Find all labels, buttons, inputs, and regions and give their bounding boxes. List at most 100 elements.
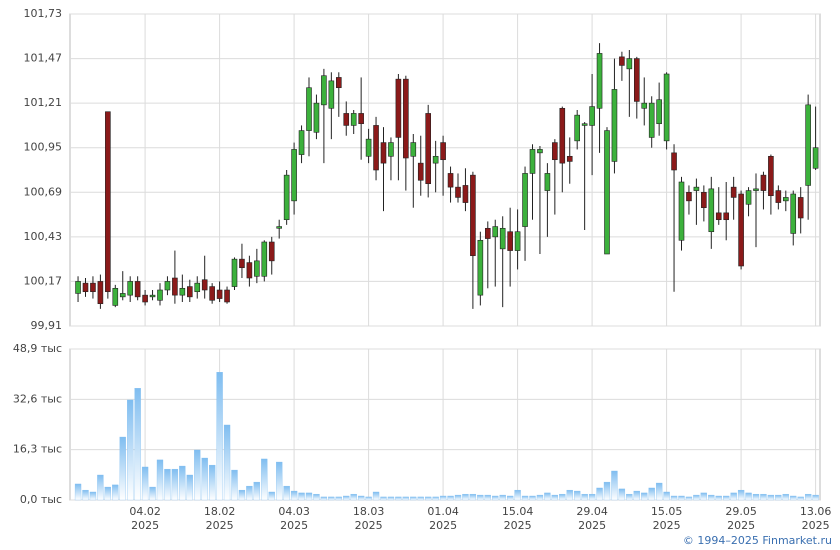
x-tick-year: 2025 (653, 519, 681, 532)
volume-bar (655, 482, 663, 501)
volume-bar (343, 495, 350, 501)
volume-bar (194, 449, 201, 501)
volume-bar (484, 494, 491, 501)
volume-bar (335, 496, 342, 501)
x-tick-year: 2025 (727, 519, 755, 532)
candle-body (365, 138, 372, 157)
marks-layer (74, 43, 819, 501)
volume-bar (216, 372, 223, 501)
volume-bar (357, 495, 365, 501)
volume-bar (685, 496, 693, 501)
candle-body (142, 294, 148, 303)
volume-bar (574, 490, 581, 501)
candle-body (224, 289, 230, 303)
candle-body (149, 294, 156, 298)
volume-bar (253, 481, 260, 501)
volume-bar (156, 459, 164, 501)
volume-bar (276, 461, 283, 501)
x-tick-year: 2025 (802, 519, 830, 532)
candle-body (127, 281, 133, 296)
candle-body (410, 142, 417, 157)
candle-body (581, 123, 588, 126)
candle-body (403, 78, 409, 159)
candle-body (484, 227, 491, 239)
volume-bar (737, 489, 745, 501)
candle-body (596, 53, 603, 109)
y-tick-label: 0,0 тыс (20, 493, 62, 506)
volume-bar (305, 492, 313, 501)
candle-body (470, 174, 476, 257)
candle-body (529, 149, 536, 174)
volume-bar (82, 489, 89, 501)
volume-bar (641, 492, 648, 501)
volume-bar (708, 494, 715, 501)
volume-bar (767, 494, 775, 501)
candle-body (164, 281, 171, 291)
volume-bar (290, 490, 298, 501)
candle-body (723, 212, 729, 221)
volume-bar (715, 495, 722, 501)
candle-body (574, 114, 580, 142)
candle-body (313, 102, 320, 133)
volume-bar (89, 491, 97, 501)
candle-body (745, 190, 752, 205)
volume-bar (134, 388, 141, 501)
x-tick-label: 04.02 (129, 505, 161, 518)
candle-body (633, 58, 640, 102)
volume-bar (208, 464, 216, 501)
x-tick-label: 29.05 (725, 505, 757, 518)
volume-bar (536, 494, 544, 501)
candle-body (522, 173, 528, 227)
y-tick-label: 100,17 (24, 274, 63, 287)
volume-bar (566, 489, 573, 501)
volume-bar (730, 492, 737, 501)
x-tick-year: 2025 (429, 519, 457, 532)
candle-body (648, 102, 655, 138)
x-tick-label: 01.04 (427, 505, 459, 518)
candle-body (641, 102, 648, 109)
candle-body (455, 186, 461, 198)
x-tick-label: 04.03 (278, 505, 310, 518)
candle-body (134, 281, 141, 298)
y-tick-label: 100,69 (24, 185, 63, 198)
volume-bar (127, 399, 134, 501)
volume-bar (350, 493, 357, 501)
volume-bar (529, 495, 536, 501)
candle-body (805, 104, 811, 186)
candle-body (358, 113, 364, 125)
footer-credit[interactable]: © 1994–2025 Finmarket.ru (683, 534, 832, 547)
volume-bar (499, 494, 506, 501)
candle-body (328, 80, 335, 109)
candle-body (82, 282, 89, 293)
candle-body (797, 197, 804, 219)
volume-bar (797, 496, 804, 501)
volume-bar (328, 496, 335, 501)
candle-body (395, 78, 402, 138)
candle-body (589, 106, 595, 126)
volume-bar (231, 469, 238, 501)
candle-body (447, 173, 454, 188)
candle-body (626, 58, 633, 70)
candle-body (268, 241, 275, 262)
candle-body (701, 191, 707, 209)
volume-bar (402, 496, 409, 501)
y-tick-label: 100,95 (24, 141, 63, 154)
x-tick-year: 2025 (355, 519, 383, 532)
volume-bar (410, 496, 417, 501)
volume-bar (380, 496, 387, 501)
volume-bar (618, 488, 626, 501)
candle-body (306, 87, 312, 131)
volume-bar (261, 458, 268, 501)
candle-body (768, 155, 774, 197)
candle-body (261, 241, 268, 277)
candle-body (388, 142, 394, 157)
volume-bar (201, 457, 208, 501)
volume-bar (186, 474, 193, 501)
x-tick-year: 2025 (578, 519, 606, 532)
volume-bar (179, 465, 186, 501)
y-tick-label: 101,21 (24, 96, 63, 109)
volume-bar (171, 468, 179, 501)
volume-bar (469, 493, 477, 501)
candle-body (514, 231, 521, 251)
volume-bar (633, 490, 640, 501)
